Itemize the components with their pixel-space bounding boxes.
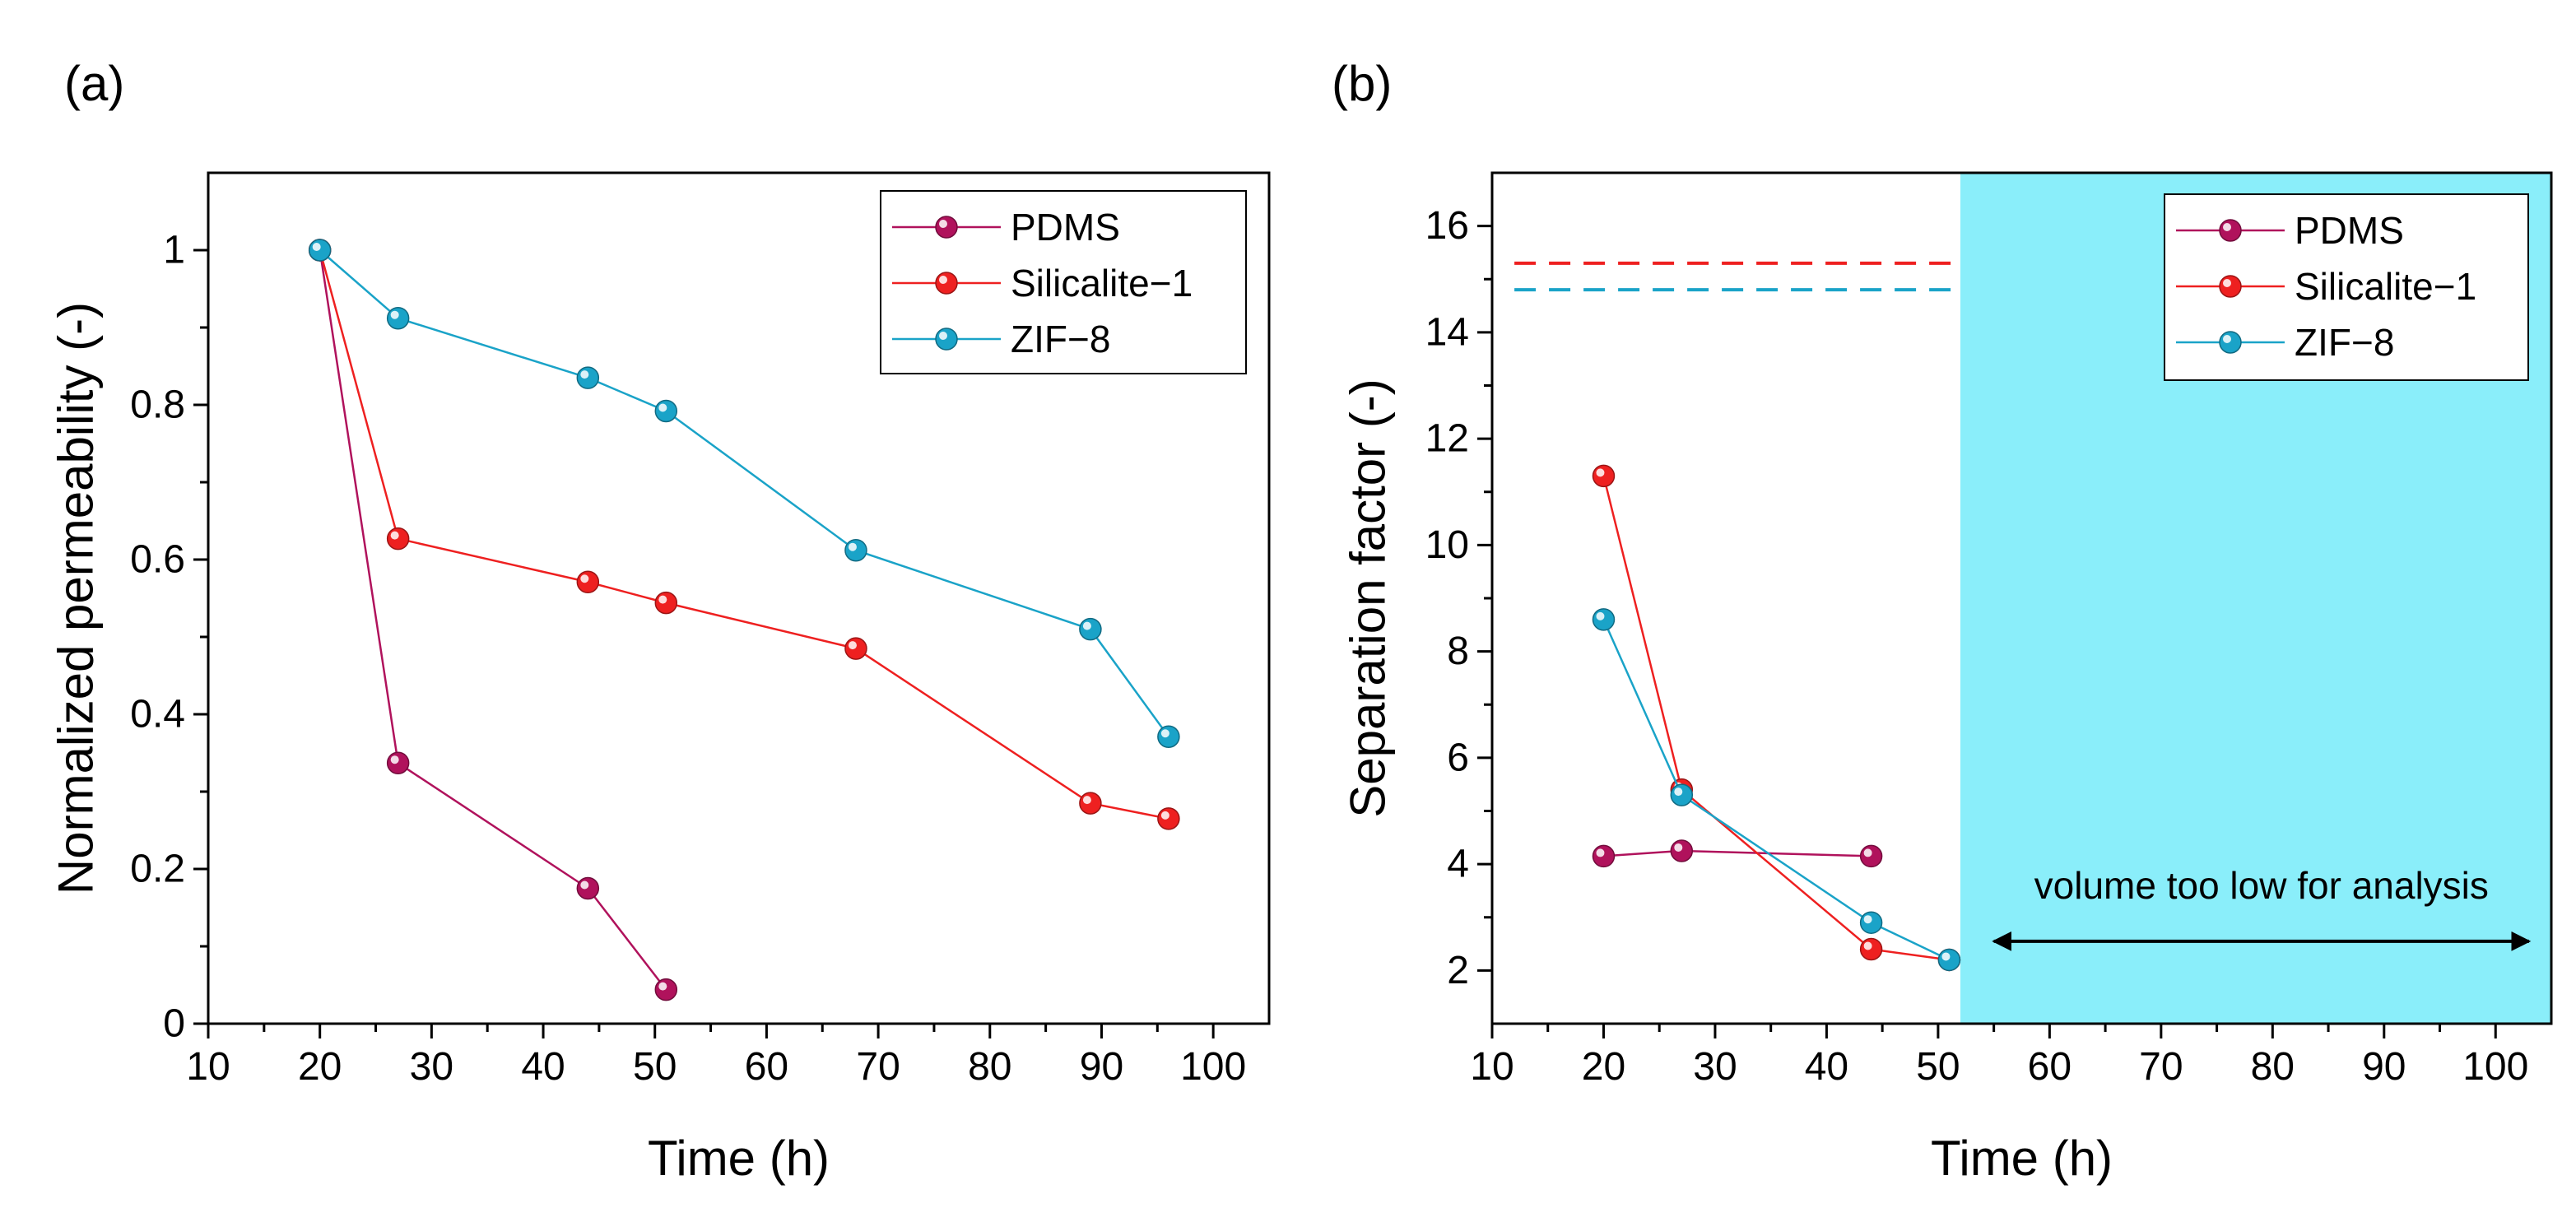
panel-b-x-tick-label: 70 — [2139, 1045, 2183, 1089]
panel-b-x-tick-label: 20 — [1582, 1045, 1625, 1089]
panel-b-annotation-text: volume too low for analysis — [2034, 864, 2489, 907]
panel-a-x-tick-label: 40 — [521, 1045, 565, 1089]
panel-a-point-silicalite-1 — [1157, 807, 1180, 830]
panel-b-y-tick-label: 14 — [1425, 310, 1469, 354]
panel-b-x-axis-title: Time (h) — [1931, 1131, 2113, 1186]
panel-b-point-pdms — [1670, 839, 1694, 862]
panel-a-point-zif-8 — [576, 366, 600, 389]
panel-a-point-silicalite-1 — [1079, 792, 1102, 815]
panel-a-legend-label-zif-8: ZIF−8 — [1011, 318, 1110, 360]
panel-b-plot-frame — [1490, 171, 2553, 1025]
panel-a-x-tick-label: 50 — [633, 1045, 677, 1089]
panel-b-series-line-pdms — [1603, 849, 1872, 857]
panel-b-y-tick-label: 2 — [1447, 949, 1469, 992]
panel-a-point-pdms — [576, 876, 600, 900]
panel-b-legend-marker-zif-8 — [2219, 331, 2242, 354]
panel-a-plot-frame — [207, 171, 1271, 1025]
panel-a-x-tick-label: 100 — [1180, 1045, 1246, 1089]
panel-a-x-tick-label: 10 — [186, 1045, 230, 1089]
panel-a-x-tick-label: 80 — [968, 1045, 1011, 1089]
panel-b-x-tick-label: 80 — [2251, 1045, 2295, 1089]
panel-b-legend-label-zif-8: ZIF−8 — [2295, 321, 2394, 364]
panel-a-legend-marker-zif-8 — [935, 328, 958, 351]
panel-a-legend-marker-silicalite-1 — [935, 272, 958, 295]
panel-b-point-zif-8 — [1937, 948, 1961, 972]
panel-b-legend-label-pdms: PDMS — [2295, 209, 2404, 252]
panel-a-y-tick-label: 0.4 — [130, 693, 185, 736]
panel-a-point-silicalite-1 — [844, 637, 867, 660]
panel-a-x-axis-title: Time (h) — [648, 1131, 830, 1186]
panel-a-point-zif-8 — [1079, 617, 1102, 641]
panel-a-point-zif-8 — [844, 538, 867, 562]
panel-a-point-zif-8 — [654, 399, 678, 423]
panel-b-y-tick-label: 4 — [1447, 843, 1469, 886]
panel-a-legend-label-pdms: PDMS — [1011, 206, 1120, 249]
panel-b-x-tick-label: 30 — [1693, 1045, 1737, 1089]
panel-b-legend-marker-pdms — [2219, 219, 2242, 242]
panel-b-x-tick-label: 90 — [2362, 1045, 2406, 1089]
panel-b-y-tick-label: 10 — [1425, 523, 1469, 567]
panel-b-point-pdms — [1859, 844, 1883, 868]
panel-a-legend-marker-pdms — [935, 216, 958, 239]
panel-b-y-tick-label: 16 — [1425, 204, 1469, 248]
panel-a-y-tick-label: 1 — [163, 229, 185, 272]
panel-a-point-zif-8 — [1157, 725, 1180, 749]
panel-b-x-tick-label: 60 — [2028, 1045, 2071, 1089]
panel-a-point-zif-8 — [386, 306, 410, 330]
panel-b-x-tick-label: 40 — [1805, 1045, 1848, 1089]
panel-b-point-zif-8 — [1859, 911, 1883, 934]
panel-b-x-tick-label: 100 — [2462, 1045, 2528, 1089]
panel-b-point-silicalite-1 — [1592, 464, 1616, 488]
panel-a-point-silicalite-1 — [576, 570, 600, 594]
panel-a-y-tick-label: 0.6 — [130, 538, 185, 582]
panel-a-point-pdms — [386, 751, 410, 774]
panel-a-y-tick-label: 0 — [163, 1002, 185, 1046]
panel-a-point-zif-8 — [308, 239, 332, 262]
panel-b-point-silicalite-1 — [1859, 937, 1883, 961]
panel-a-y-tick-label: 0.2 — [130, 848, 185, 891]
panel-b-series-line-silicalite-1 — [1602, 476, 1950, 961]
panel-b-point-pdms — [1592, 844, 1616, 868]
panel-b-y-tick-label: 6 — [1447, 736, 1469, 779]
panel-a-x-tick-label: 30 — [410, 1045, 453, 1089]
panel-a-point-silicalite-1 — [386, 527, 410, 551]
panel-a-y-tick-label: 0.8 — [130, 383, 185, 427]
panel-b-legend-marker-silicalite-1 — [2219, 275, 2242, 298]
panel-b-y-tick-label: 12 — [1425, 417, 1469, 461]
panel-b-x-tick-label: 50 — [1916, 1045, 1960, 1089]
panel-a-chart: (a) 10 20 30 40 50 60 70 80 90 10000.20.40.60.81 … — [49, 56, 1271, 1186]
panel-b-legend: PDMS Silicalite−1 ZIF−8 — [2164, 193, 2529, 381]
panel-a-x-tick-label: 90 — [1080, 1045, 1123, 1089]
panel-a-legend: PDMS Silicalite−1 ZIF−8 — [880, 190, 1247, 374]
panel-a-x-tick-label: 20 — [298, 1045, 342, 1089]
panel-b-series-line-zif-8 — [1602, 619, 1950, 961]
panel-a-legend-label-silicalite-1: Silicalite−1 — [1011, 262, 1193, 304]
panel-b-chart: (b) 10 20 30 40 50 60 70 80 90 100 2 4 6 8 10 12 14 16 Ti… — [1332, 56, 2553, 1186]
panel-a-label: (a) — [64, 56, 124, 111]
panel-b-label: (b) — [1332, 56, 1392, 111]
panel-a-y-axis-title: Normalized permeability (-) — [49, 302, 104, 894]
panel-a-series-line-pdms — [319, 249, 667, 991]
panel-b-point-zif-8 — [1592, 608, 1616, 631]
panel-a-x-tick-label: 70 — [856, 1045, 900, 1089]
panel-b-y-axis-title: Separation factor (-) — [1341, 379, 1396, 818]
panel-a-point-silicalite-1 — [654, 591, 678, 615]
panel-b-x-tick-label: 10 — [1470, 1045, 1514, 1089]
panel-a-x-tick-label: 60 — [745, 1045, 788, 1089]
panel-b-legend-label-silicalite-1: Silicalite−1 — [2295, 265, 2476, 308]
panel-b-y-tick-label: 8 — [1447, 630, 1469, 673]
panel-a-point-pdms — [654, 978, 678, 1001]
panel-b-point-zif-8 — [1670, 783, 1694, 806]
